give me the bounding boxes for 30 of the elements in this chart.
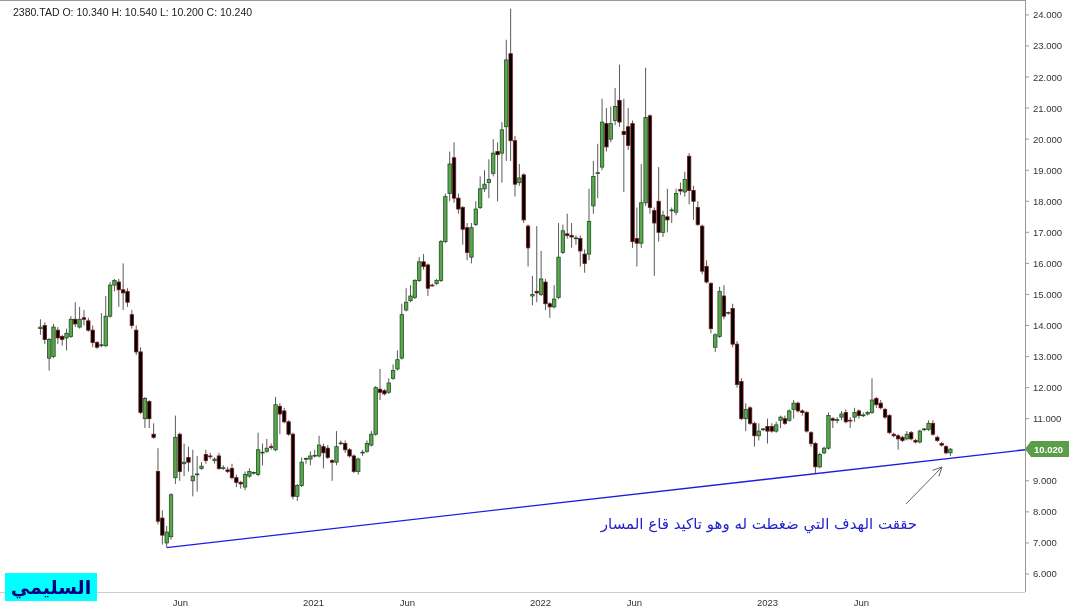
y-tick-label: 7.000 [1033,537,1057,549]
y-tick-label: 14.000 [1033,320,1063,332]
y-tick-label: 21.000 [1033,102,1063,114]
y-tick-label: 23.000 [1033,40,1063,52]
x-tick-label: 2023 [756,597,779,608]
y-tick-label: 15.000 [1033,288,1063,300]
y-tick-label: 19.000 [1033,164,1063,176]
y-tick-label: 17.000 [1033,226,1063,238]
y-tick-label: 22.000 [1033,71,1063,83]
annotation: السليمي [10,576,92,599]
last-price-tag: 10.020 [1025,441,1069,458]
x-tick-label: Jun [399,597,416,608]
y-tick-label: 9.000 [1033,475,1057,487]
text: 2380.TAD O: 10.340 H: 10.540 L: 10.200 C: 10.240 [13,6,253,18]
y-tick-label: 8.000 [1033,506,1057,518]
y-tick-label: 13.000 [1033,351,1063,363]
x-tick-label: Jun [853,597,870,608]
x-tick-label: Jun [626,597,643,608]
y-tick-label: 12.000 [1033,382,1063,394]
signature: السليمي [5,573,97,601]
x-tick-label: 2021 [302,597,325,608]
y-tick-label: 16.000 [1033,257,1063,269]
x-tick-label: Jun [172,597,189,608]
y-tick-label: 18.000 [1033,195,1063,207]
x-tick-label: 2022 [529,597,552,608]
y-tick-label: 11.000 [1033,413,1062,425]
y-tick-label: 24.000 [1033,9,1063,21]
y-tick-label: 6.000 [1033,568,1057,580]
annotation: حققت الهدف التي ضغطت له وهو تاكيد قاع المسار [599,515,918,534]
y-tick-label: 20.000 [1033,133,1063,145]
